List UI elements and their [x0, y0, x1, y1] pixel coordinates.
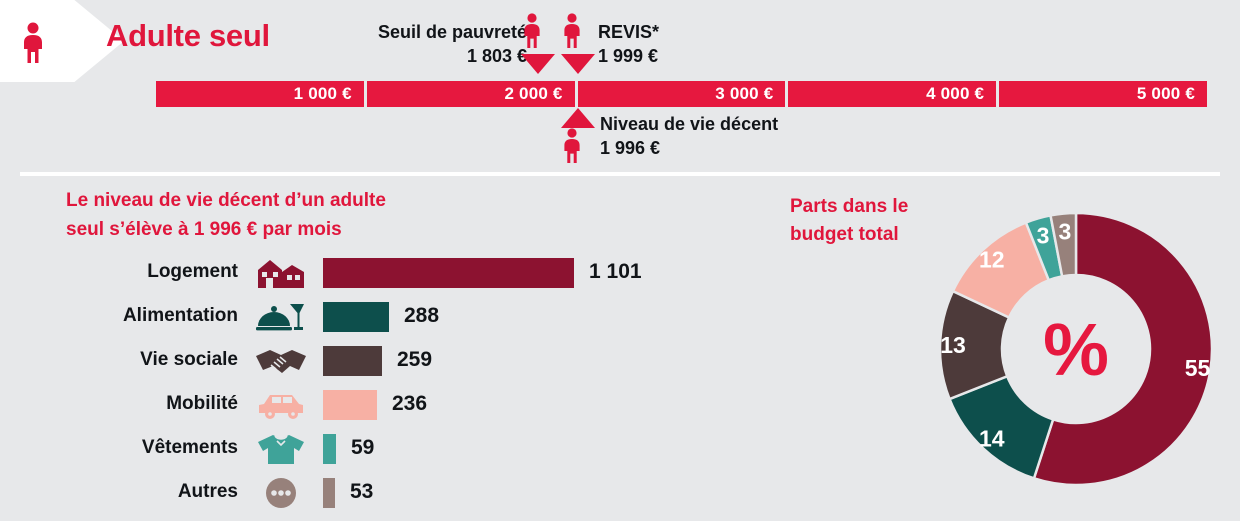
bar-rect: [323, 478, 335, 508]
bar-row: Mobilité 236: [0, 385, 700, 424]
donut-slice: [1049, 211, 1078, 278]
bar-rect: [323, 390, 377, 420]
triangle-down-icon: [521, 54, 555, 74]
marker-seuil: [521, 13, 555, 74]
donut-slice-value: 13: [940, 332, 966, 358]
donut-title: Parts dans le budget total: [790, 193, 908, 249]
bar-category-icon: [254, 388, 308, 422]
bar-row: Vie sociale 259: [0, 341, 700, 380]
barchart-title-line1: Le niveau de vie décent d’un adulte: [66, 190, 386, 211]
donut-slice-value: 3: [1058, 219, 1071, 245]
bar-row: Vêtements 59: [0, 429, 700, 468]
bar-category-icon: [254, 256, 308, 290]
person-icon: [564, 128, 580, 163]
car-icon: [259, 395, 303, 419]
bar-label: Vêtements: [141, 437, 238, 458]
marker-niveau: [561, 108, 595, 169]
triangle-up-icon: [561, 108, 595, 128]
bar-category-icon: [254, 432, 308, 466]
marker-revis-text: REVIS*: [598, 22, 660, 42]
bar-row: Autres 53: [0, 473, 700, 512]
person-icon: [524, 13, 540, 48]
marker-label-niveau: Niveau de vie décent 1 996 €: [600, 112, 778, 160]
scale-segment: 2 000 €: [366, 81, 575, 107]
donut-slice-value: 3: [1037, 223, 1050, 249]
marker-niveau-text: Niveau de vie décent: [600, 114, 779, 134]
header-section: Adulte seul Seuil de pauvreté 1 803 € RE…: [0, 0, 1240, 176]
bar-rect: [323, 302, 389, 332]
bar-row: Logement 1 101: [0, 253, 700, 292]
bar-value: 259: [397, 348, 433, 371]
marker-revis: [561, 13, 595, 74]
bar-category-icon: [254, 344, 308, 378]
bar-label: Logement: [147, 261, 238, 282]
marker-label-revis: REVIS* 1 999 €: [598, 20, 659, 68]
triangle-down-icon: [561, 54, 595, 74]
donut-slice-value: 14: [979, 426, 1005, 452]
meal-icon: [256, 304, 304, 331]
page-title: Adulte seul: [106, 18, 270, 53]
bar-rect: [323, 434, 336, 464]
marker-niveau-value: 1 996 €: [600, 138, 661, 158]
bar-value: 53: [350, 480, 374, 503]
bar-rect: [323, 258, 574, 288]
bar-label: Alimentation: [122, 305, 238, 326]
bar-value: 236: [392, 392, 428, 415]
dots-icon: [266, 478, 296, 508]
barchart-title: Le niveau de vie décent d’un adulte seul…: [66, 186, 386, 244]
donut-slice: [1032, 211, 1214, 487]
bar-value: 59: [351, 436, 375, 459]
person-icon: [24, 22, 42, 63]
bar-row: Alimentation 288: [0, 297, 700, 336]
person-icon: [564, 13, 580, 48]
bar-category-icon: [254, 476, 308, 510]
bar-category-icon: [254, 300, 308, 334]
section-divider: [20, 172, 1220, 176]
donut-title-line1: Parts dans le: [790, 196, 909, 217]
money-scale-bar: 1 000 € 2 000 € 3 000 € 4 000 € 5 000 €: [156, 81, 1207, 107]
donut-slice-value: 12: [979, 246, 1005, 272]
marker-seuil-text: Seuil de pauvreté: [377, 22, 527, 42]
donut-chart: 55 14 13 12 3 3 %: [938, 188, 1214, 510]
scale-segment: 3 000 €: [577, 81, 786, 107]
bar-label: Mobilité: [166, 393, 238, 414]
marker-revis-value: 1 999 €: [598, 46, 659, 66]
barchart-title-line2: seul s’élève à 1 996 € par mois: [66, 219, 342, 240]
bar-rect: [323, 346, 382, 376]
scale-segment: 5 000 €: [999, 81, 1207, 107]
bar-chart: Logement 1 101 Alimentation 288 Vie social…: [0, 253, 700, 517]
bar-label: Vie sociale: [140, 349, 238, 370]
donut-slice-value: 55: [1185, 355, 1211, 381]
scale-segment: 4 000 €: [788, 81, 997, 107]
bar-value: 1 101: [589, 260, 642, 283]
bar-value: 288: [404, 304, 440, 327]
scale-segment: 1 000 €: [156, 81, 364, 107]
marker-label-seuil: Seuil de pauvreté 1 803 €: [331, 20, 527, 68]
donut-title-line2: budget total: [790, 224, 899, 245]
donut-svg: 55 14 13 12 3 3: [938, 211, 1214, 487]
house-icon: [258, 260, 304, 288]
tshirt-icon: [258, 435, 304, 464]
marker-seuil-value: 1 803 €: [466, 46, 527, 66]
bar-label: Autres: [177, 481, 238, 502]
handshake-icon: [256, 350, 306, 373]
